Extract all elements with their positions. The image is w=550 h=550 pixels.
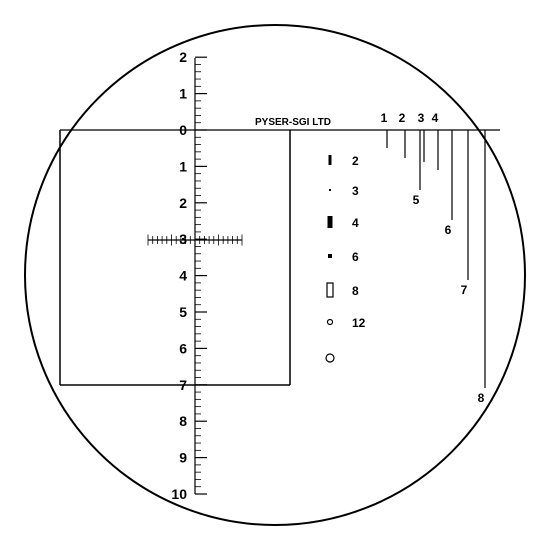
- gauge-vline-label: 8: [478, 391, 485, 405]
- vruler-label: 2: [179, 49, 187, 65]
- gauge-label: 8: [352, 284, 359, 298]
- gauge-vline-label: 5: [413, 193, 420, 207]
- vruler-label: 3: [179, 231, 187, 247]
- vruler-label: 7: [179, 377, 187, 393]
- gauge-mark: [328, 216, 333, 228]
- gauge-label: 12: [352, 316, 366, 330]
- vruler-label: 9: [179, 450, 187, 466]
- gauge-vline-label: 7: [461, 283, 468, 297]
- gauge-label: 2: [352, 154, 359, 168]
- gauge-mark: [328, 320, 333, 325]
- outer-circle: [25, 25, 525, 525]
- vruler-label: 4: [179, 268, 187, 284]
- gauge-label: 4: [352, 216, 359, 230]
- vruler-label: 10: [171, 486, 187, 502]
- vruler-label: 6: [179, 340, 187, 356]
- gauge-vline-label: 4: [432, 111, 439, 125]
- gauge-vline-label: 1: [381, 111, 388, 125]
- gauge-mark: [329, 189, 331, 191]
- vruler-label: 0: [179, 122, 187, 138]
- vruler-label: 8: [179, 413, 187, 429]
- gauge-label: 3: [352, 184, 359, 198]
- gauge-mark: [329, 155, 332, 165]
- gauge-vline-label: 6: [445, 223, 452, 237]
- gauge-vline-label: 3: [418, 111, 425, 125]
- gauge-label: 6: [352, 250, 359, 264]
- vruler-label: 2: [179, 195, 187, 211]
- gauge-mark: [327, 283, 333, 297]
- vruler-label: 5: [179, 304, 187, 320]
- reticle-diagram: PYSER-SGI LTD210123456789102346812123456…: [0, 0, 550, 550]
- gauge-vline-label: 2: [399, 111, 406, 125]
- vruler-label: 1: [179, 86, 187, 102]
- gauge-mark: [328, 254, 332, 258]
- brand-label: PYSER-SGI LTD: [255, 117, 331, 128]
- vruler-label: 1: [179, 158, 187, 174]
- gauge-mark: [326, 354, 334, 362]
